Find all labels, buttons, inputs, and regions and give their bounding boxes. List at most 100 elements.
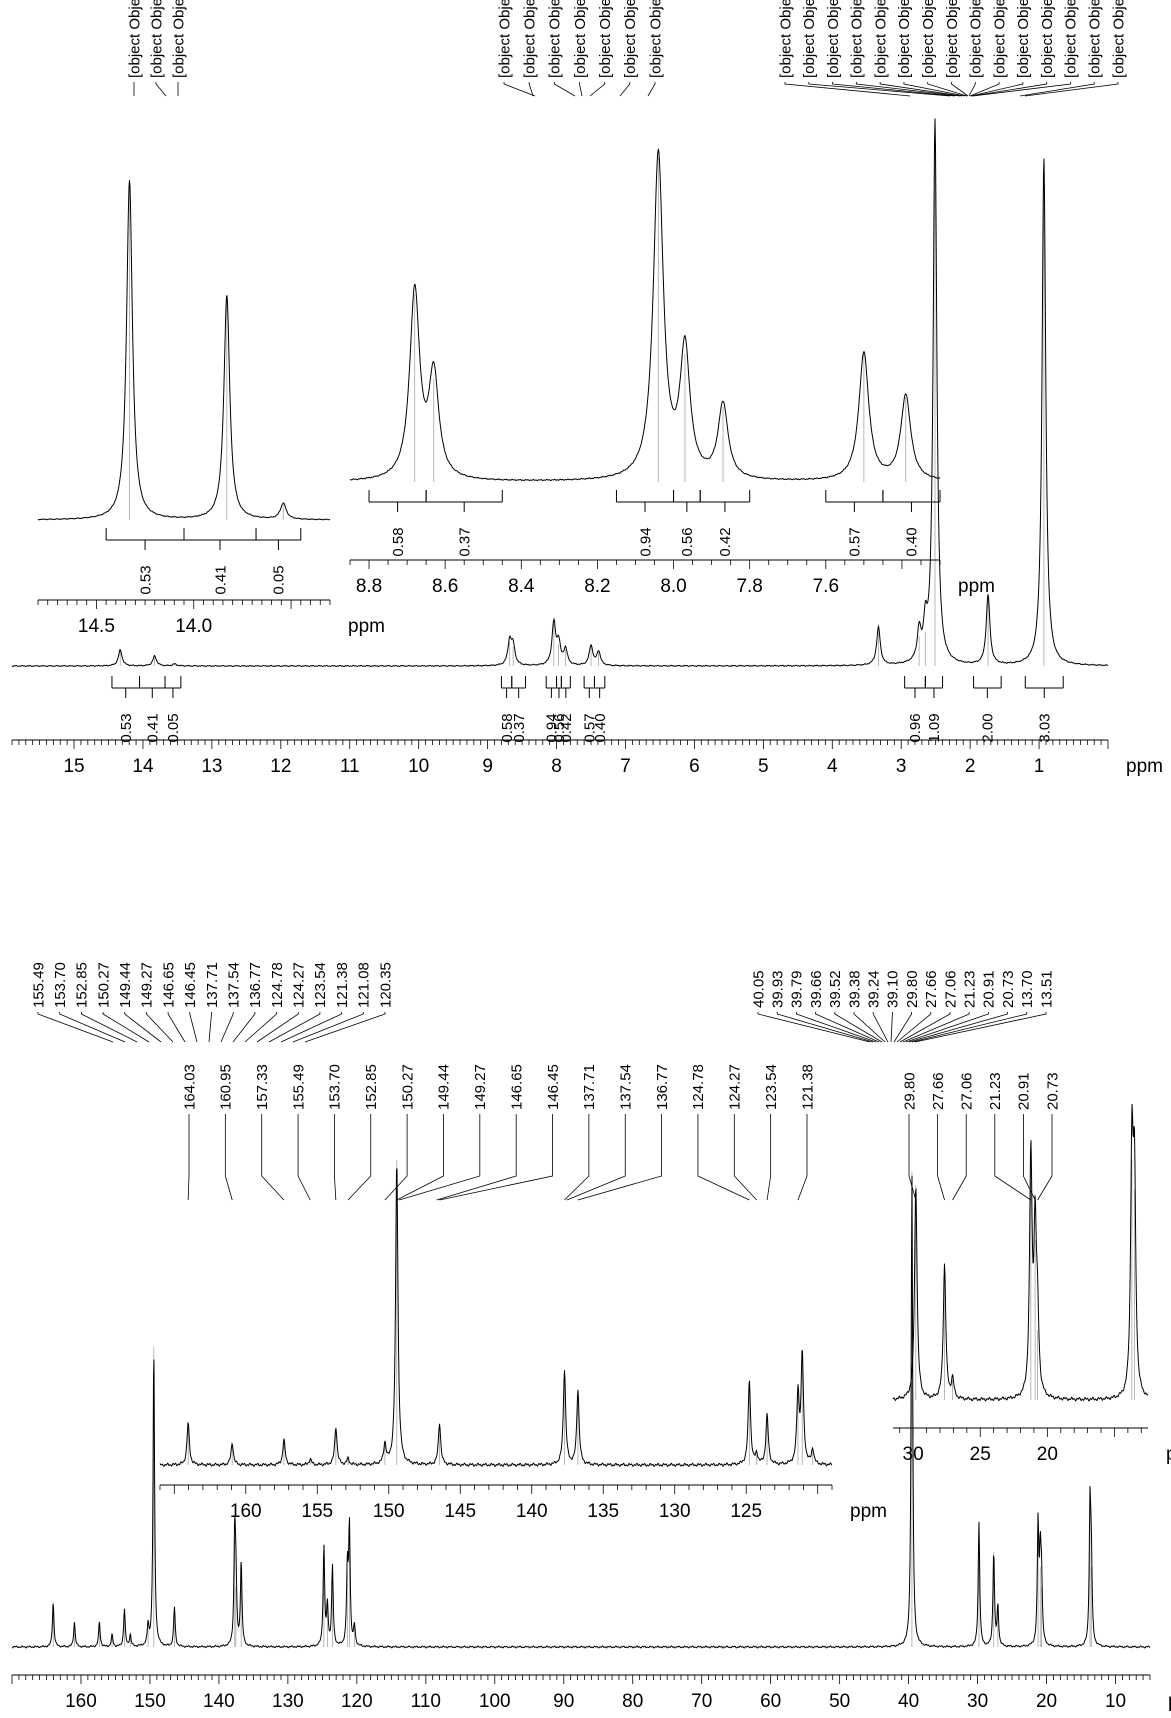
peak-label: 27.66 (923, 970, 940, 1008)
spectrum-trace (349, 148, 941, 482)
peak-label: 124.78 (269, 962, 286, 1008)
tick-label: 30 (967, 1691, 988, 1712)
tick-label: 10 (408, 756, 429, 777)
tick-label: 8.2 (584, 576, 610, 597)
peak-label: 121.38 (334, 962, 351, 1008)
peak-label: 21.23 (987, 1072, 1004, 1110)
peak-label: 39.93 (769, 970, 786, 1008)
peak-label: [object Object] (896, 0, 913, 78)
spectrum-trace (159, 1168, 833, 1468)
peak-label: [object Object] (991, 0, 1008, 78)
peak-leader-line (914, 1012, 1047, 1043)
peak-label: 160.95 (218, 1064, 235, 1110)
tick-label: 11 (340, 756, 360, 777)
peak-label: 136.77 (247, 962, 264, 1008)
peak-label: [object Object] (777, 0, 794, 78)
peak-label: 146.45 (182, 962, 199, 1008)
peak-leader-line (80, 1012, 138, 1043)
peak-leader-line (952, 1114, 967, 1201)
tick-label: 155 (301, 1501, 333, 1522)
peak-label: [object Object] (647, 0, 664, 78)
tick-label: 160 (65, 1691, 97, 1712)
tick-label: 15 (63, 756, 84, 777)
peak-label: 21.23 (961, 970, 978, 1008)
tick-label: 20 (1037, 1444, 1058, 1465)
integral-value: 0.58 (499, 713, 516, 742)
peak-leader-line (577, 1114, 662, 1201)
spectrum-trace (11, 118, 1109, 668)
tick-label: 5 (758, 756, 769, 777)
tick-label: 10 (1105, 1691, 1126, 1712)
peak-label: [object Object] (1015, 0, 1032, 78)
peak-leader-line (776, 1012, 874, 1043)
integral-value: 0.42 (558, 713, 575, 742)
peak-label: 137.54 (617, 1064, 634, 1110)
peak-leader-line (256, 1012, 299, 1043)
peak-leader-line (59, 1012, 126, 1043)
peak-leader-line (879, 82, 963, 97)
peak-leader-line (566, 1114, 626, 1201)
axis-unit-label: ppm (1126, 756, 1163, 777)
axis-unit-label: ppm (850, 1501, 887, 1522)
peak-label: [object Object] (1110, 0, 1127, 78)
peak-label: 27.06 (942, 970, 959, 1008)
peak-leader-line (564, 1114, 590, 1201)
peak-leader-line (297, 1114, 311, 1201)
peak-leader-line (890, 1012, 893, 1043)
integral-value: 0.57 (582, 713, 599, 742)
peak-leader-line (902, 1012, 970, 1043)
peak-label: 39.66 (808, 970, 825, 1008)
peak-leader-line (832, 82, 956, 97)
tick-label: 130 (659, 1501, 691, 1522)
tick-label: 8.4 (508, 576, 535, 597)
peak-leader-line (1024, 82, 1119, 97)
peak-leader-line (244, 1012, 277, 1043)
spectrum-trace (11, 1175, 1151, 1649)
tick-label: 6 (689, 756, 700, 777)
peak-leader-line (399, 1114, 481, 1201)
peak-leader-line (908, 1114, 917, 1201)
peak-leader-line (972, 82, 1071, 97)
peak-leader-line (189, 1012, 198, 1043)
tick-label: 120 (341, 1691, 373, 1712)
peak-label: 27.66 (930, 1072, 947, 1110)
tick-label: 150 (373, 1501, 405, 1522)
peak-label: [object Object] (1039, 0, 1056, 78)
peak-label: 39.24 (865, 970, 882, 1008)
axis-unit-label: ppm (1168, 1691, 1171, 1712)
integral-value: 0.56 (679, 527, 696, 556)
tick-label: 8 (551, 756, 562, 777)
peak-label: [object Object] (849, 0, 866, 78)
peak-leader-line (155, 82, 167, 97)
integral-value: 0.41 (145, 713, 162, 742)
peak-label: 39.10 (885, 970, 902, 1008)
axis-unit-label: ppm (1166, 1444, 1171, 1465)
tick-label: 50 (829, 1691, 850, 1712)
peak-leader-line (951, 82, 969, 97)
integral-value: 0.42 (717, 527, 734, 556)
axis-unit-label: ppm (348, 616, 385, 637)
peak-leader-line (102, 1012, 150, 1043)
peak-label: 39.52 (827, 970, 844, 1008)
integral-value: 0.56 (551, 713, 568, 742)
tick-label: 14.5 (78, 616, 115, 637)
tick-label: 125 (730, 1501, 762, 1522)
peak-label: [object Object] (1063, 0, 1080, 78)
peak-leader-line (268, 1012, 321, 1043)
peak-label: 157.33 (254, 1064, 271, 1110)
tick-label: 14.0 (175, 616, 212, 637)
peak-leader-line (733, 1114, 757, 1201)
peak-leader-line (647, 82, 656, 97)
peak-leader-line (187, 1114, 190, 1201)
peak-label: 152.85 (363, 1064, 380, 1110)
tick-label: 4 (827, 756, 838, 777)
c13-inset-aliphatic: 30 25 20 ppm 29.80 27.66 27.06 21.23 20.91 20.73 (892, 1072, 1171, 1465)
integral-value: 2.00 (980, 713, 997, 742)
peak-label: [object Object] (521, 0, 538, 78)
peak-leader-line (436, 1114, 517, 1201)
integral-value: 0.58 (390, 527, 407, 556)
peak-leader-line (808, 82, 951, 97)
peak-label: 149.44 (117, 962, 134, 1008)
peak-label: 20.73 (1000, 970, 1017, 1008)
